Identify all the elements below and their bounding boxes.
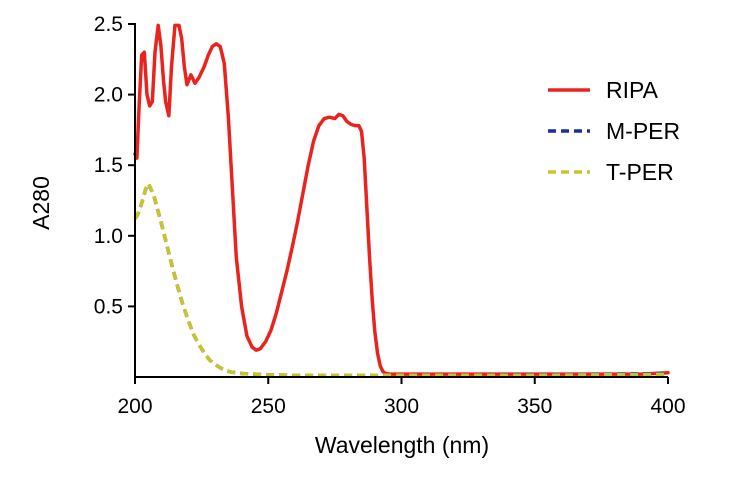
series-line-ripa (133, 23, 670, 376)
series-layer (133, 23, 670, 378)
x-tick-label: 200 (117, 395, 152, 418)
plot-area: 200 250 300 350 400 0.5 1.0 1.5 2.0 2.5 (94, 13, 686, 418)
x-axis-ticks: 200 250 300 350 400 (117, 377, 686, 418)
y-axis-title: A280 (28, 176, 54, 230)
legend-label-t-per: T-PER (606, 159, 674, 185)
legend: RIPA M-PER T-PER (548, 77, 680, 185)
legend-label-ripa: RIPA (606, 77, 659, 103)
x-tick-label: 250 (251, 395, 286, 418)
y-tick-label: 1.0 (94, 225, 123, 248)
series-line-m-per (133, 181, 669, 378)
y-axis-ticks: 0.5 1.0 1.5 2.0 2.5 (94, 13, 135, 318)
y-tick-label: 2.5 (94, 13, 123, 36)
x-tick-label: 400 (650, 395, 685, 418)
x-tick-label: 300 (384, 395, 419, 418)
x-tick-label: 350 (517, 395, 552, 418)
x-axis-title: Wavelength (nm) (315, 432, 489, 458)
y-tick-label: 2.0 (94, 84, 123, 107)
legend-label-m-per: M-PER (606, 118, 680, 144)
y-tick-label: 1.5 (94, 154, 123, 177)
y-tick-label: 0.5 (94, 295, 123, 318)
series-line-t-per (133, 181, 669, 378)
